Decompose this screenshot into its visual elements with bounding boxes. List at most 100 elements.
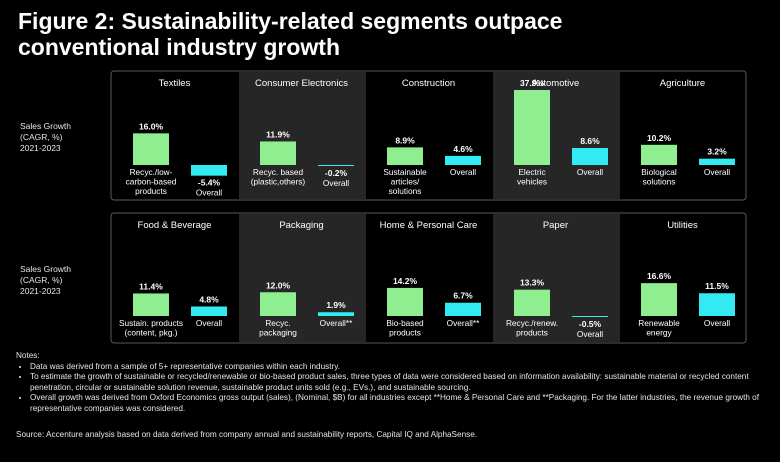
bar-category-label: products [516, 328, 548, 338]
bar-overall [699, 293, 735, 316]
bar-sustainable [133, 293, 169, 316]
bar-category-label: Recyc./renew. [506, 318, 558, 328]
bar-category-label: Renewable [638, 318, 680, 328]
bar-category-label: Electric [518, 167, 545, 177]
bar-value-label: -5.4% [198, 178, 221, 188]
bar-value-label: 11.5% [705, 281, 729, 291]
panel-shade [239, 214, 366, 342]
y-axis-label-row-1: Sales Growth (CAGR, %) 2021-2023 [20, 121, 100, 154]
bar-value-label: 12.0% [266, 280, 291, 290]
panel-category-label: Utilities [667, 220, 698, 231]
bar-overall [191, 306, 227, 316]
bar-category-label: Sustainable [383, 167, 427, 177]
bar-category-label: packaging [259, 328, 297, 338]
bar-category-label: Overall [704, 318, 730, 328]
panel-category-label: Consumer Electronics [255, 78, 348, 89]
bar-sustainable [260, 292, 296, 316]
charts-area: Textiles16.0%Recyc./low-carbon-basedprod… [110, 70, 747, 344]
bar-category-label: Overall** [320, 318, 354, 328]
panel-category-label: Textiles [159, 78, 191, 89]
chart-frame [110, 212, 747, 344]
bar-overall [572, 316, 608, 317]
bar-value-label: -0.2% [325, 168, 348, 178]
bar-value-label: 37.9% [520, 78, 545, 88]
notes: Notes: Data was derived from a sample of… [16, 351, 766, 415]
bar-overall [445, 302, 481, 316]
bar-category-label: (content, pkg.) [124, 328, 177, 338]
bar-value-label: 16.0% [139, 121, 164, 131]
panel-shade [493, 72, 620, 199]
bar-category-label: Overall [450, 167, 476, 177]
bar-category-label: Bio-based [386, 318, 424, 328]
y-axis-label-line: 2021-2023 [20, 286, 61, 296]
y-axis-label-row-2: Sales Growth (CAGR, %) 2021-2023 [20, 264, 100, 297]
bar-category-label: energy [646, 328, 672, 338]
bar-category-label: Overall [577, 167, 603, 177]
bar-sustainable [133, 133, 169, 165]
bar-category-label: (plastic,others) [251, 177, 306, 187]
bar-value-label: 4.8% [199, 295, 219, 305]
bar-value-label: -0.5% [579, 319, 602, 329]
bar-overall [318, 312, 354, 316]
bar-value-label: 4.6% [453, 144, 473, 154]
panel-category-label: Paper [543, 220, 568, 231]
bar-value-label: 11.4% [139, 281, 163, 291]
bar-value-label: 3.2% [707, 147, 727, 157]
panel-category-label: Agriculture [660, 78, 705, 89]
bar-category-label: products [389, 328, 421, 338]
y-axis-label-line: (CAGR, %) [20, 275, 63, 285]
bar-value-label: 8.6% [580, 136, 600, 146]
panel-category-label: Packaging [279, 220, 323, 231]
bar-category-label: carbon-based [126, 177, 177, 187]
bar-category-label: Overall [577, 329, 603, 339]
bar-sustainable [387, 287, 423, 316]
bar-category-label: Overall [196, 188, 222, 198]
bar-sustainable [641, 144, 677, 165]
bar-overall [318, 165, 354, 166]
bar-category-label: Recyc./low- [130, 167, 173, 177]
panel-category-label: Food & Beverage [138, 220, 212, 231]
panel-category-label: Automotive [532, 78, 580, 89]
note-item: To estimate the growth of sustainable or… [30, 372, 766, 393]
bar-overall [572, 147, 608, 165]
y-axis-label-line: (CAGR, %) [20, 132, 63, 142]
bar-category-label: articles/ [391, 177, 420, 187]
panel-category-label: Home & Personal Care [380, 220, 478, 231]
y-axis-label-line: Sales Growth [20, 264, 72, 274]
title-line-2: conventional industry growth [18, 34, 341, 60]
panel-shade [239, 72, 366, 199]
bar-category-label: Recyc. based [253, 167, 304, 177]
bar-value-label: 11.9% [266, 129, 290, 139]
bar-overall [699, 158, 735, 165]
bar-category-label: Overall [196, 318, 222, 328]
bar-value-label: 14.2% [393, 276, 418, 286]
bar-overall [191, 165, 227, 176]
bar-category-label: Overall [323, 178, 349, 188]
bar-value-label: 8.9% [395, 135, 415, 145]
y-axis-label-line: 2021-2023 [20, 143, 61, 153]
bar-sustainable [641, 283, 677, 316]
figure-title: Figure 2: Sustainability-related segment… [18, 8, 758, 60]
bar-category-label: Overall [704, 167, 730, 177]
bar-category-label: Overall** [447, 318, 481, 328]
bar-value-label: 1.9% [326, 300, 346, 310]
notes-list: Data was derived from a sample of 5+ rep… [16, 362, 766, 415]
bar-category-label: solutions [643, 177, 676, 187]
bar-category-label: Sustain. products [119, 318, 183, 328]
note-item: Overall growth was derived from Oxford E… [30, 393, 766, 414]
bar-value-label: 16.6% [647, 271, 672, 281]
note-item: Data was derived from a sample of 5+ rep… [30, 362, 766, 373]
bar-category-label: products [135, 186, 167, 196]
bar-value-label: 13.3% [520, 278, 545, 288]
bar-category-label: vehicles [517, 177, 547, 187]
chart-frame [110, 70, 747, 201]
bar-sustainable [514, 289, 550, 316]
bar-sustainable [514, 90, 550, 165]
notes-heading: Notes: [16, 351, 40, 360]
bar-sustainable [387, 147, 423, 165]
y-axis-label-line: Sales Growth [20, 121, 72, 131]
bar-value-label: 6.7% [453, 291, 473, 301]
bar-overall [445, 155, 481, 165]
title-line-1: Figure 2: Sustainability-related segment… [18, 8, 563, 34]
panel-shade [493, 214, 620, 342]
